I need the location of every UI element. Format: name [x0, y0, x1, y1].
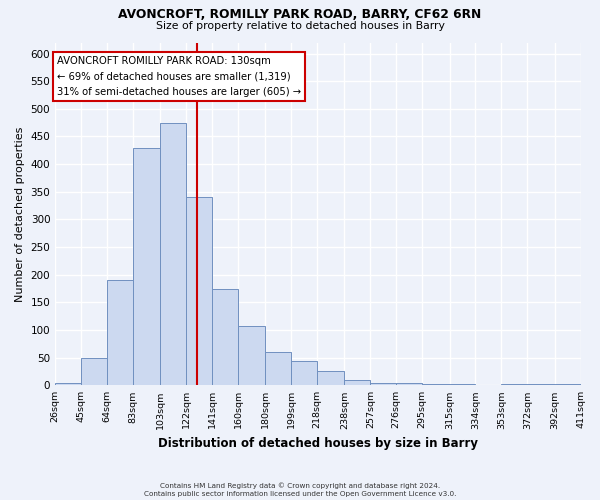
Y-axis label: Number of detached properties: Number of detached properties: [15, 126, 25, 302]
Text: AVONCROFT ROMILLY PARK ROAD: 130sqm
← 69% of detached houses are smaller (1,319): AVONCROFT ROMILLY PARK ROAD: 130sqm ← 69…: [56, 56, 301, 96]
X-axis label: Distribution of detached houses by size in Barry: Distribution of detached houses by size …: [158, 437, 478, 450]
Bar: [449, 384, 475, 386]
Text: Contains HM Land Registry data © Crown copyright and database right 2024.: Contains HM Land Registry data © Crown c…: [160, 482, 440, 489]
Bar: [238, 326, 265, 386]
Bar: [186, 198, 212, 386]
Bar: [107, 280, 133, 386]
Bar: [317, 372, 344, 386]
Text: AVONCROFT, ROMILLY PARK ROAD, BARRY, CF62 6RN: AVONCROFT, ROMILLY PARK ROAD, BARRY, CF6…: [118, 8, 482, 20]
Bar: [133, 148, 160, 386]
Bar: [344, 380, 370, 386]
Bar: [554, 384, 581, 386]
Bar: [55, 382, 81, 386]
Text: Contains public sector information licensed under the Open Government Licence v3: Contains public sector information licen…: [144, 491, 456, 497]
Bar: [160, 122, 186, 386]
Bar: [396, 383, 422, 386]
Bar: [291, 361, 317, 386]
Bar: [422, 384, 449, 386]
Bar: [370, 383, 396, 386]
Bar: [265, 352, 291, 386]
Text: Size of property relative to detached houses in Barry: Size of property relative to detached ho…: [155, 21, 445, 31]
Bar: [527, 384, 554, 386]
Bar: [81, 358, 107, 386]
Bar: [502, 384, 527, 386]
Bar: [212, 288, 238, 386]
